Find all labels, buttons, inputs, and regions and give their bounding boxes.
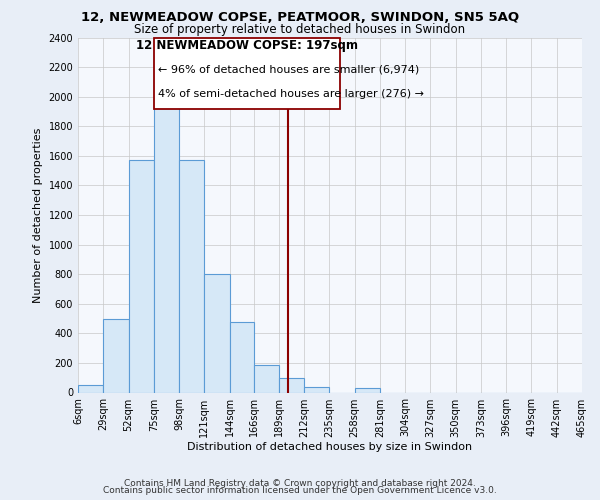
Bar <box>230 322 254 392</box>
Bar <box>254 365 279 392</box>
FancyBboxPatch shape <box>154 38 340 109</box>
Y-axis label: Number of detached properties: Number of detached properties <box>33 128 43 302</box>
Bar <box>154 104 179 393</box>
Bar <box>103 318 128 392</box>
Text: Contains HM Land Registry data © Crown copyright and database right 2024.: Contains HM Land Registry data © Crown c… <box>124 478 476 488</box>
Text: 12 NEWMEADOW COPSE: 197sqm: 12 NEWMEADOW COPSE: 197sqm <box>136 40 358 52</box>
Bar <box>78 385 103 392</box>
Bar <box>355 388 380 392</box>
X-axis label: Distribution of detached houses by size in Swindon: Distribution of detached houses by size … <box>187 442 473 452</box>
Bar <box>204 274 230 392</box>
Text: Size of property relative to detached houses in Swindon: Size of property relative to detached ho… <box>134 22 466 36</box>
Text: Contains public sector information licensed under the Open Government Licence v3: Contains public sector information licen… <box>103 486 497 495</box>
Bar <box>179 160 204 392</box>
Bar <box>128 160 154 392</box>
Text: ← 96% of detached houses are smaller (6,974): ← 96% of detached houses are smaller (6,… <box>158 64 419 74</box>
Text: 12, NEWMEADOW COPSE, PEATMOOR, SWINDON, SN5 5AQ: 12, NEWMEADOW COPSE, PEATMOOR, SWINDON, … <box>81 11 519 24</box>
Bar <box>279 378 304 392</box>
Text: 4% of semi-detached houses are larger (276) →: 4% of semi-detached houses are larger (2… <box>158 89 424 99</box>
Bar <box>304 386 329 392</box>
